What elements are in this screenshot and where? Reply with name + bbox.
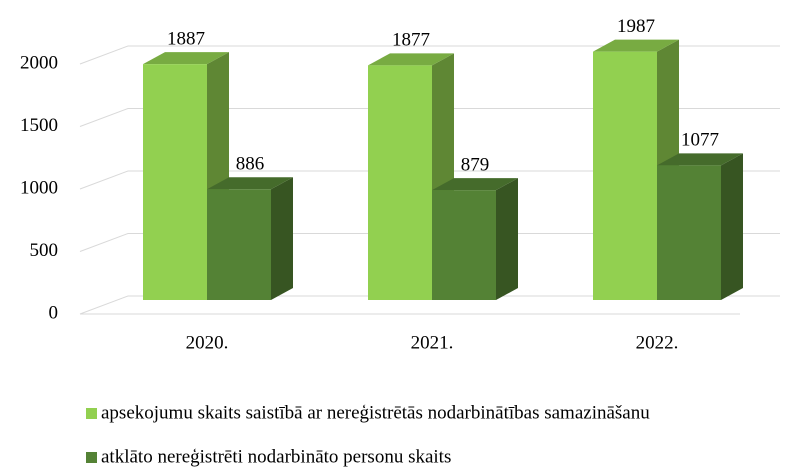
x-tick-label: 2022. xyxy=(636,332,679,353)
bar-top xyxy=(657,153,743,166)
bar-side xyxy=(721,153,743,300)
legend-label: apsekojumu skaits saistībā ar nereģistrē… xyxy=(101,402,650,423)
legend-label: atklāto nereģistrēti nodarbināto personu… xyxy=(101,446,451,467)
bar-top xyxy=(432,178,518,191)
bar-front xyxy=(207,189,271,300)
x-tick-label: 2021. xyxy=(411,332,454,353)
y-tick-label: 0 xyxy=(49,302,59,323)
y-tick-label: 1500 xyxy=(20,115,58,136)
grid-line xyxy=(79,233,780,252)
bar-top xyxy=(207,177,293,190)
bar xyxy=(432,178,518,300)
bar xyxy=(207,177,293,300)
bar-side xyxy=(271,177,293,300)
x-tick-label: 2020. xyxy=(186,332,229,353)
y-tick-label: 1000 xyxy=(20,177,58,198)
bar-top xyxy=(593,39,679,52)
bar-front xyxy=(657,165,721,300)
legend-swatch xyxy=(86,408,97,419)
bar-side xyxy=(496,178,518,300)
bar-front xyxy=(368,65,432,300)
y-tick-label: 500 xyxy=(30,240,59,261)
bar xyxy=(657,153,743,300)
grid-line xyxy=(79,170,780,190)
value-label: 1077 xyxy=(681,130,719,151)
value-label: 879 xyxy=(461,154,490,175)
value-label: 886 xyxy=(236,154,265,175)
bar-top xyxy=(368,53,454,66)
bar xyxy=(143,52,229,300)
bar-top xyxy=(143,52,229,65)
value-label: 1877 xyxy=(392,30,430,51)
bar-front xyxy=(432,190,496,300)
y-tick-label: 2000 xyxy=(20,52,58,73)
grid-line xyxy=(79,295,780,315)
grid-line xyxy=(79,108,780,127)
value-label: 1887 xyxy=(167,28,205,49)
legend-swatch xyxy=(86,452,97,463)
value-label: 1987 xyxy=(617,16,655,37)
grid-line xyxy=(79,45,780,65)
bar-front xyxy=(143,64,207,300)
bar-front xyxy=(593,51,657,300)
